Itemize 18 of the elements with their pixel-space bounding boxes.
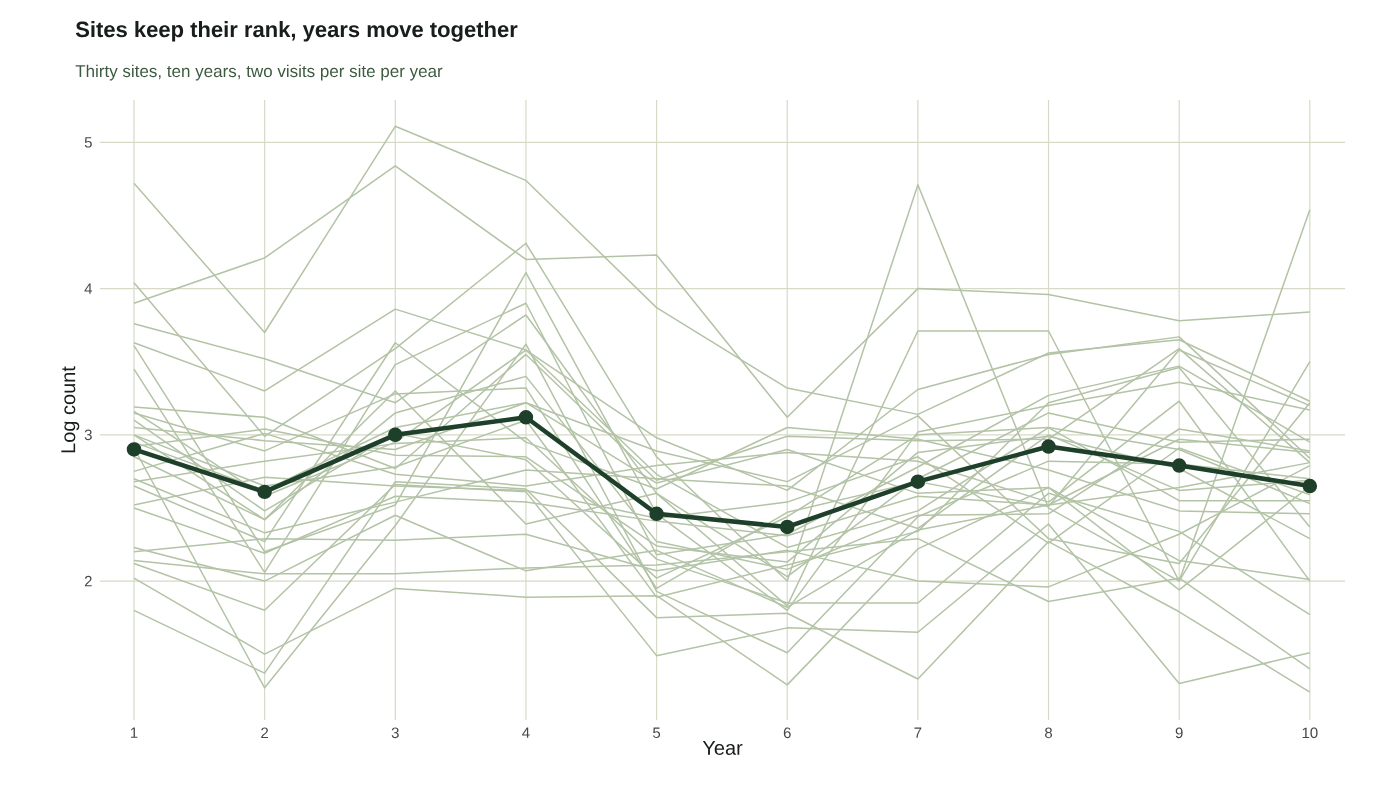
y-tick-label: 4 <box>84 283 93 294</box>
y-tick-label: 2 <box>84 575 92 587</box>
x-tick-label: 7 <box>914 727 922 738</box>
x-tick-label: 9 <box>1175 727 1183 739</box>
x-tick-label: 8 <box>1045 727 1053 739</box>
x-tick-label: 1 <box>130 727 138 738</box>
chart-subtitle: Thirty sites, ten years, two visits per site per year <box>75 64 443 81</box>
x-tick-label: 10 <box>1302 727 1318 739</box>
x-axis-title: Year <box>702 741 743 755</box>
chart-title: Sites keep their rank, years move together <box>75 21 518 42</box>
x-tick-label: 3 <box>391 727 399 739</box>
x-tick-label: 4 <box>522 727 530 738</box>
x-tick-label: 2 <box>261 727 269 738</box>
y-axis-title: Log count <box>61 366 80 453</box>
x-tick-label: 5 <box>653 727 661 738</box>
y-tick-label: 3 <box>84 429 92 441</box>
y-tick-label: 5 <box>84 137 92 148</box>
x-tick-label: 6 <box>783 727 791 739</box>
